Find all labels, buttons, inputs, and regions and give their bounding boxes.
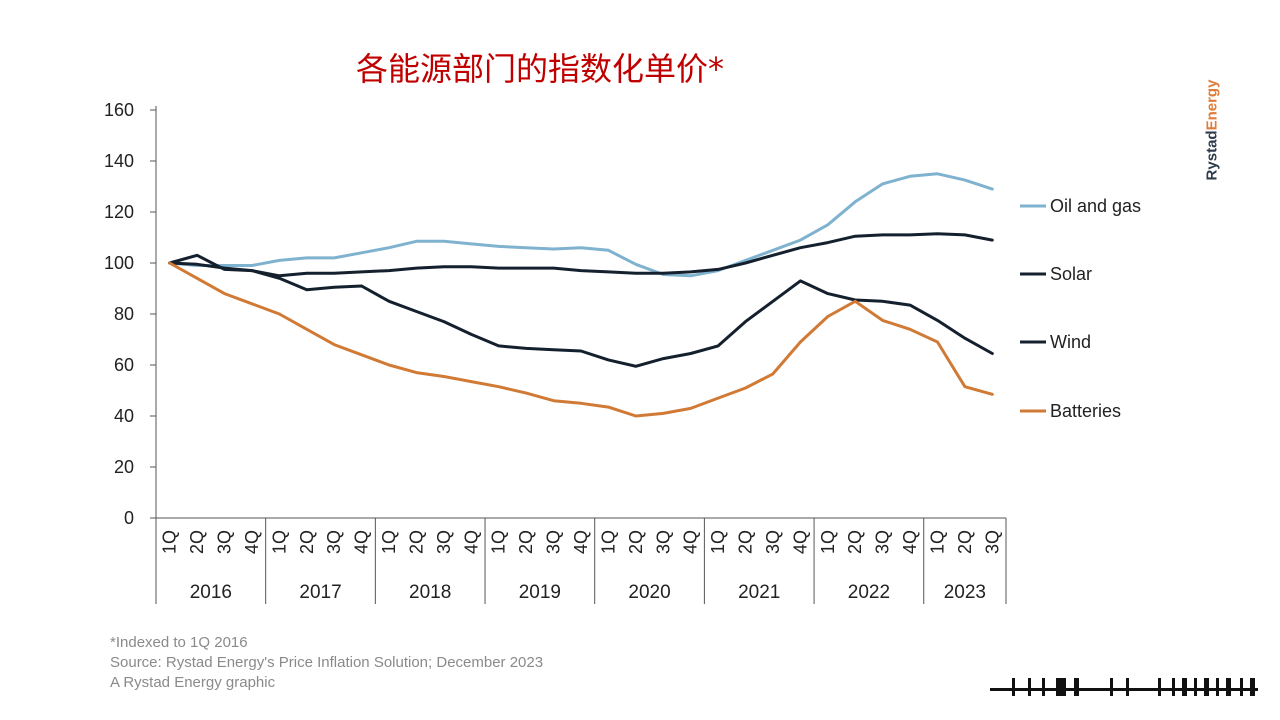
x-tick-label-quarter: 4Q: [461, 530, 481, 554]
x-tick-label-quarter: 1Q: [269, 530, 289, 554]
x-tick-label-year: 2017: [299, 582, 341, 603]
x-tick-label-quarter: 4Q: [900, 530, 920, 554]
x-tick-label-quarter: 4Q: [681, 530, 701, 554]
y-tick-label: 40: [114, 406, 134, 426]
x-tick-label-quarter: 1Q: [818, 530, 838, 554]
x-tick-label-quarter: 3Q: [544, 530, 564, 554]
legend-label-batteries: Batteries: [1050, 401, 1121, 421]
legend-label-wind: Wind: [1050, 332, 1091, 352]
x-tick-label-quarter: 4Q: [790, 530, 810, 554]
x-tick-label-quarter: 3Q: [215, 530, 235, 554]
x-tick-label-quarter: 3Q: [873, 530, 893, 554]
x-tick-label-year: 2019: [519, 582, 561, 603]
footnote-credit: A Rystad Energy graphic: [110, 674, 276, 691]
x-tick-label-quarter: 2Q: [187, 530, 207, 554]
series-line-oil-and-gas: [168, 172, 994, 278]
x-tick-label-quarter: 2Q: [297, 530, 317, 554]
x-tick-label-quarter: 2Q: [516, 530, 536, 554]
y-tick-label: 20: [114, 457, 134, 477]
x-tick-label-quarter: 3Q: [653, 530, 673, 554]
x-tick-label-year: 2022: [848, 582, 890, 603]
legend-label-oil-and-gas: Oil and gas: [1050, 196, 1141, 216]
series-line-solar: [168, 232, 994, 278]
x-tick-label-quarter: 2Q: [845, 530, 865, 554]
x-tick-label-year: 2023: [944, 582, 986, 603]
x-tick-label-quarter: 2Q: [736, 530, 756, 554]
y-tick-label: 120: [104, 202, 134, 222]
y-tick-label: 80: [114, 304, 134, 324]
y-tick-label: 100: [104, 253, 134, 273]
footnote-index: *Indexed to 1Q 2016: [110, 634, 248, 651]
x-tick-label-quarter: 3Q: [982, 530, 1002, 554]
x-tick-label-quarter: 4Q: [352, 530, 372, 554]
x-tick-label-quarter: 1Q: [598, 530, 618, 554]
x-tick-label-quarter: 2Q: [406, 530, 426, 554]
series-line-batteries: [168, 261, 994, 418]
x-tick-label-quarter: 4Q: [242, 530, 262, 554]
x-tick-label-quarter: 2Q: [955, 530, 975, 554]
decorative-scan-strip: [990, 678, 1258, 696]
legend-label-solar: Solar: [1050, 264, 1092, 284]
x-tick-label-year: 2016: [190, 582, 232, 603]
x-tick-label-year: 2021: [738, 582, 780, 603]
x-tick-label-quarter: 2Q: [626, 530, 646, 554]
x-tick-label-quarter: 1Q: [927, 530, 947, 554]
brand-part-2: Energy: [1203, 79, 1221, 131]
x-tick-label-year: 2018: [409, 582, 451, 603]
x-tick-label-quarter: 3Q: [434, 530, 454, 554]
x-tick-label-quarter: 1Q: [160, 530, 180, 554]
y-tick-label: 60: [114, 355, 134, 375]
y-tick-label: 140: [104, 151, 134, 171]
x-tick-label-quarter: 1Q: [489, 530, 509, 554]
y-tick-label: 0: [124, 508, 134, 528]
y-tick-label: 160: [104, 100, 134, 120]
x-tick-label-quarter: 4Q: [571, 530, 591, 554]
footnote-source: Source: Rystad Energy's Price Inflation …: [110, 654, 544, 671]
x-tick-label-quarter: 3Q: [324, 530, 344, 554]
brand-part-1: Rystad: [1203, 130, 1221, 181]
x-tick-label-quarter: 1Q: [708, 530, 728, 554]
x-tick-label-quarter: 3Q: [763, 530, 783, 554]
brand-logo: RystadEnergy: [1204, 80, 1221, 181]
chart-title: 各能源部门的指数化单价*: [355, 50, 724, 88]
x-tick-label-year: 2020: [628, 582, 670, 603]
x-tick-label-quarter: 1Q: [379, 530, 399, 554]
